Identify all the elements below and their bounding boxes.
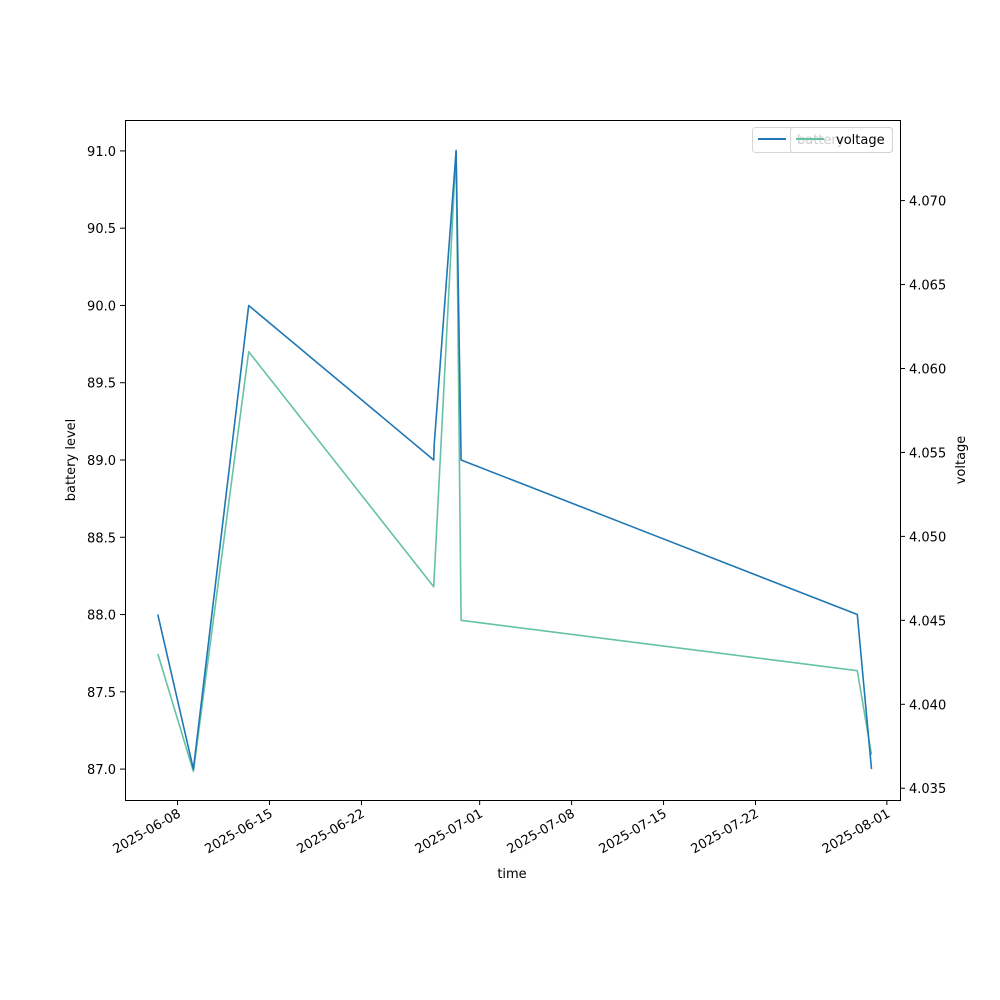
x-tick-label: 2025-06-15: [203, 806, 276, 857]
series-line-battery: [157, 150, 873, 770]
legend-voltage-frame: [790, 127, 893, 153]
right-y-tick-label: 4.070: [909, 195, 946, 210]
x-tick-label: 2025-07-15: [597, 806, 670, 857]
left-y-axis-label: battery level: [64, 419, 79, 502]
x-axis: 2025-06-08 2025-06-15 2025-06-22 2025-07-01…: [111, 800, 893, 857]
left-y-tick-label: 89.5: [87, 377, 116, 392]
left-y-axis: 87.0 87.5 88.0 88.5 89.0 89.5 90.0 90.5 91.0: [87, 145, 125, 778]
left-y-tick-label: 88.0: [87, 609, 116, 624]
right-y-tick-label: 4.050: [909, 530, 946, 545]
left-y-tick-label: 88.5: [87, 531, 116, 546]
x-tick-label: 2025-08-01: [820, 806, 893, 857]
x-tick-label: 2025-07-01: [413, 806, 486, 857]
right-y-axis-label: voltage: [954, 436, 969, 485]
series-line-voltage: [157, 149, 873, 773]
left-y-tick-label: 90.5: [87, 222, 116, 237]
left-y-tick-label: 90.0: [87, 299, 116, 314]
right-y-tick-label: 4.045: [909, 614, 946, 629]
right-y-tick-label: 4.065: [909, 279, 946, 294]
x-tick-label: 2025-06-22: [295, 806, 368, 857]
legend-voltage-label: voltage: [836, 133, 885, 148]
right-y-axis: 4.035 4.040 4.045 4.050 4.055 4.060 4.065 4.070: [900, 195, 946, 797]
x-axis-label: time: [497, 867, 526, 882]
left-y-tick-label: 87.0: [87, 763, 116, 778]
right-y-tick-label: 4.060: [909, 362, 946, 377]
x-tick-label: 2025-07-08: [505, 806, 578, 857]
right-y-tick-label: 4.035: [909, 782, 946, 797]
left-y-tick-label: 89.0: [87, 454, 116, 469]
legend-voltage: voltage: [790, 127, 893, 153]
x-tick-label: 2025-07-22: [689, 806, 762, 857]
right-y-tick-label: 4.055: [909, 446, 946, 461]
left-y-tick-label: 87.5: [87, 686, 116, 701]
series-layer: [157, 149, 873, 773]
left-y-tick-label: 91.0: [87, 145, 116, 160]
plot-area-frame: [125, 120, 901, 801]
right-y-tick-label: 4.040: [909, 698, 946, 713]
x-tick-label: 2025-06-08: [111, 806, 184, 857]
